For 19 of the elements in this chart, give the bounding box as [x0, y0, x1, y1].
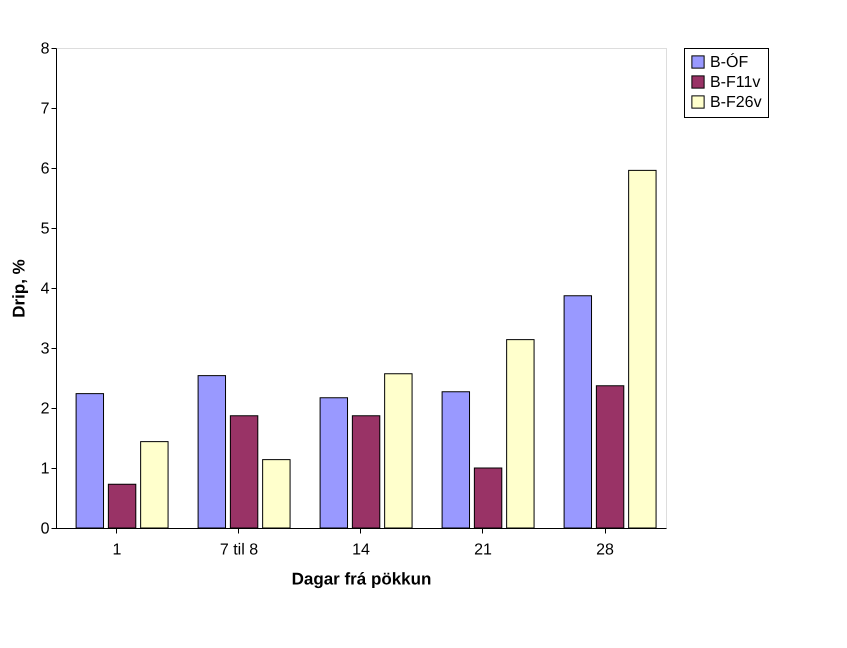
y-tick-label: 4 [40, 280, 50, 298]
y-tick-label: 3 [40, 340, 50, 358]
x-tick-label: 21 [474, 542, 492, 558]
legend-label: B-F26v [710, 94, 762, 111]
legend-label: B-F11v [710, 74, 760, 91]
y-tick-label: 8 [40, 40, 50, 58]
x-tick-label: 1 [112, 542, 122, 558]
y-tick-label: 6 [40, 160, 50, 178]
x-tick-label: 14 [352, 542, 370, 558]
x-axis-title: Dagar frá pökkun [292, 570, 432, 588]
x-tick-label: 7 til 8 [220, 542, 258, 558]
y-tick-label: 0 [40, 520, 50, 538]
y-axis-title: Drip, % [10, 259, 29, 318]
y-tick-label: 7 [40, 100, 50, 118]
x-tick-label: 28 [596, 542, 614, 558]
y-tick-label: 2 [40, 400, 50, 418]
y-tick-label: 5 [40, 220, 50, 238]
y-tick-label: 1 [40, 460, 50, 478]
legend-label: B-ÓF [710, 53, 748, 71]
